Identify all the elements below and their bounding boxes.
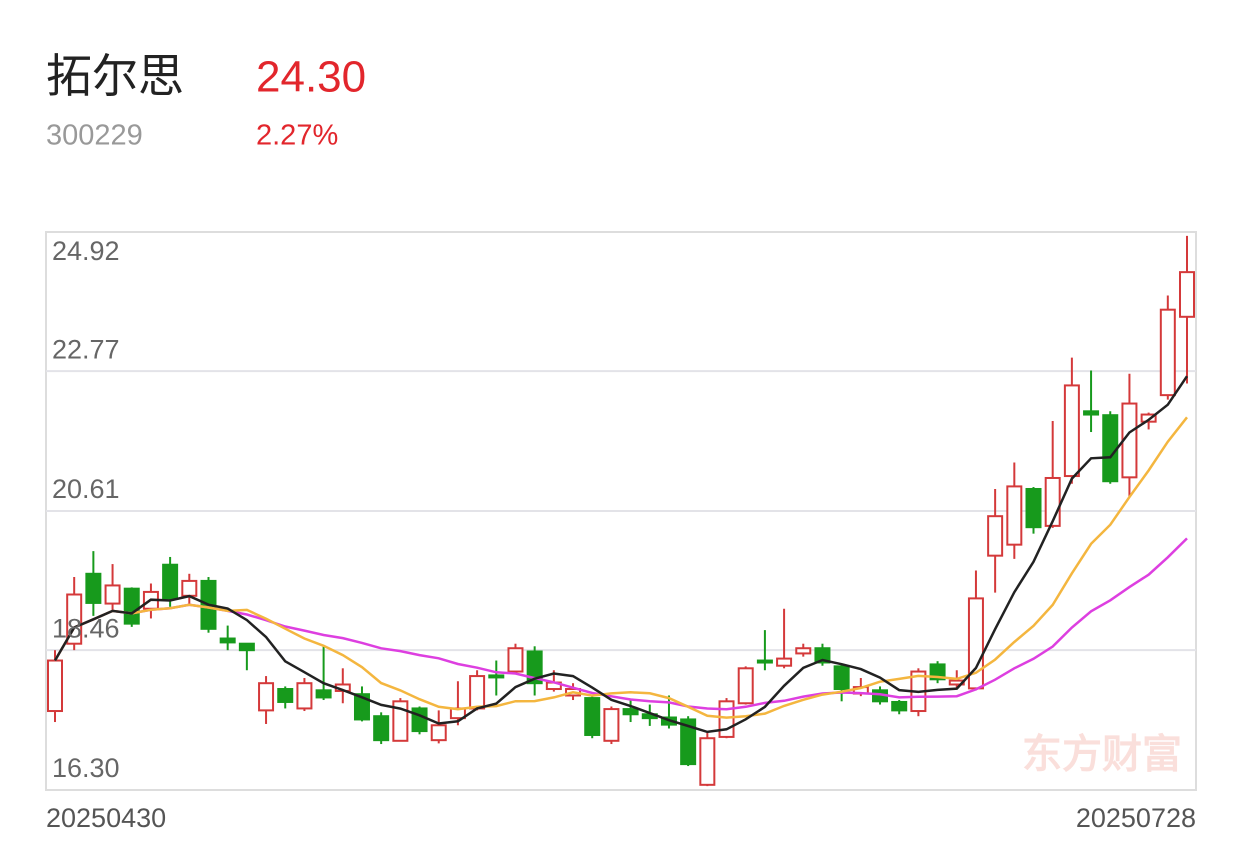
candle-body — [1083, 410, 1100, 416]
candle-body — [353, 693, 370, 721]
candle-body — [622, 708, 639, 716]
candle-body — [123, 587, 140, 625]
candle-body — [277, 688, 294, 703]
candle-body — [1179, 271, 1195, 318]
candle-body — [814, 647, 831, 664]
candle-body — [795, 647, 812, 655]
candle-body — [833, 665, 850, 691]
candle-body — [85, 572, 102, 604]
candle-body — [1159, 308, 1176, 397]
candle-body — [238, 642, 255, 652]
y-tick-label: 24.92 — [52, 236, 120, 266]
candle-body — [392, 700, 409, 742]
x-tick-label: 20250728 — [1076, 803, 1196, 833]
candle-body — [104, 584, 121, 605]
candle-body — [469, 675, 486, 710]
candle-body — [737, 667, 754, 705]
candle-body — [430, 724, 447, 742]
candle-body — [1140, 413, 1157, 423]
change: 2.27% — [256, 120, 338, 152]
moving-average — [53, 375, 1189, 734]
candle-body — [258, 682, 275, 712]
candle-body — [584, 697, 601, 736]
candle-body — [1063, 384, 1080, 478]
y-tick-label: 16.30 — [52, 753, 120, 783]
y-tick-label: 18.46 — [52, 613, 120, 643]
stock-code: 300229 — [46, 120, 143, 152]
candle-body — [776, 657, 793, 667]
candle-body — [219, 637, 236, 644]
candle-body — [488, 674, 505, 679]
candle-body — [181, 579, 198, 597]
candle-body — [699, 737, 716, 786]
price: 24.30 — [256, 53, 366, 102]
moving-average — [53, 537, 1188, 711]
candle-body — [315, 689, 332, 699]
candle-body — [891, 700, 908, 712]
moving-average — [53, 416, 1188, 719]
candle-body — [1006, 485, 1023, 546]
candle-body — [47, 659, 63, 713]
stock-name: 拓尔思 — [46, 50, 184, 102]
candle-body — [296, 682, 313, 710]
candle-body — [373, 715, 390, 742]
x-tick-label: 20250430 — [46, 803, 166, 833]
watermark: 东方财富 — [1022, 733, 1182, 777]
candle-body — [526, 650, 543, 685]
candle-body — [162, 563, 179, 600]
candle-body — [1025, 487, 1042, 529]
y-tick-label: 20.61 — [52, 474, 120, 504]
candle-body — [680, 718, 697, 766]
candle-body — [507, 647, 524, 673]
candle-body — [718, 700, 735, 738]
candle-body — [603, 708, 620, 742]
candle-body — [987, 515, 1004, 557]
y-tick-label: 22.77 — [52, 334, 120, 364]
candle-body — [1102, 414, 1119, 483]
candle-body — [756, 659, 773, 664]
candle-body — [411, 707, 428, 733]
